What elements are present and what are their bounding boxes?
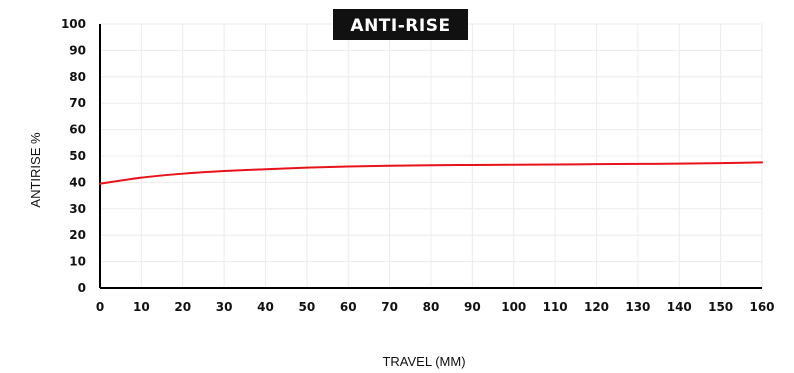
x-tick-label: 30 — [216, 300, 233, 314]
x-tick-label: 110 — [543, 300, 568, 314]
y-tick-label: 90 — [69, 43, 86, 57]
y-tick-label: 100 — [61, 17, 86, 31]
x-tick-labels: 0 10 20 30 40 50 60 70 80 90 100 110 120 130 140 150 160 — [96, 300, 775, 314]
x-tick-label: 40 — [257, 300, 274, 314]
x-tick-label: 50 — [299, 300, 316, 314]
x-tick-label: 130 — [625, 300, 650, 314]
y-tick-label: 50 — [69, 149, 86, 163]
axes — [99, 24, 762, 289]
x-tick-label: 10 — [133, 300, 150, 314]
y-tick-label: 60 — [69, 123, 86, 137]
y-tick-label: 40 — [69, 175, 86, 189]
y-tick-label: 30 — [69, 202, 86, 216]
x-tick-label: 20 — [174, 300, 191, 314]
y-tick-labels: 0 10 20 30 40 50 60 70 80 90 100 — [61, 17, 86, 295]
x-tick-label: 140 — [667, 300, 692, 314]
x-tick-label: 120 — [584, 300, 609, 314]
x-axis-label: TRAVEL (MM) — [382, 354, 465, 369]
series-line-0 — [99, 161, 763, 185]
chart-title-text: ANTI-RISE — [350, 16, 450, 36]
chart-title-background — [333, 9, 468, 40]
x-tick-label: 70 — [381, 300, 398, 314]
y-tick-label: 80 — [69, 70, 86, 84]
y-axis-label: ANTIRISE % — [28, 132, 43, 208]
x-tick-label: 160 — [749, 300, 774, 314]
y-tick-label: 0 — [78, 281, 86, 295]
x-tick-label: 80 — [423, 300, 440, 314]
x-tick-label: 90 — [464, 300, 481, 314]
x-tick-label: 0 — [96, 300, 104, 314]
series — [99, 161, 763, 185]
y-tick-label: 20 — [69, 228, 86, 242]
x-tick-label: 100 — [501, 300, 526, 314]
grid — [99, 23, 763, 289]
chart-title: ANTI-RISE — [333, 9, 468, 40]
x-tick-label: 150 — [708, 300, 733, 314]
y-tick-label: 70 — [69, 96, 86, 110]
x-tick-label: 60 — [340, 300, 357, 314]
y-tick-label: 10 — [69, 255, 86, 269]
